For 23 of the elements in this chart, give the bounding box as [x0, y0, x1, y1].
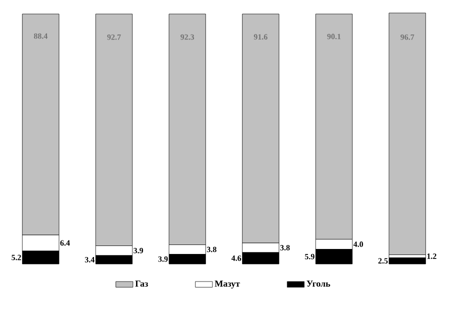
data-label: 3.9: [134, 248, 144, 254]
legend-label: Уголь: [306, 280, 330, 287]
data-label: 3.4: [84, 257, 95, 262]
data-label: 96.7: [400, 34, 414, 40]
data-label: 3.8: [280, 245, 290, 250]
data-label: 3.8: [206, 246, 216, 252]
bar: [388, 12, 426, 255]
data-label: 1.2: [427, 254, 436, 259]
data-label: 6.4: [60, 240, 70, 246]
data-label: 2.5: [378, 258, 388, 264]
data-label: 88.4: [34, 33, 48, 39]
data-label: 5.9: [304, 254, 314, 260]
data-label: 91.6: [254, 34, 268, 40]
data-label: 92.7: [107, 34, 121, 40]
data-label: 4.6: [231, 256, 242, 261]
data-label: 5.2: [12, 254, 21, 260]
data-label: 90.1: [327, 34, 341, 40]
data-label: 92.3: [180, 34, 194, 40]
bar: [388, 258, 426, 264]
legend-label: Мазут: [214, 280, 240, 289]
legend-label: Газ: [135, 280, 148, 287]
data-label: 4.0: [353, 242, 364, 247]
data-label: 3.9: [158, 256, 168, 262]
